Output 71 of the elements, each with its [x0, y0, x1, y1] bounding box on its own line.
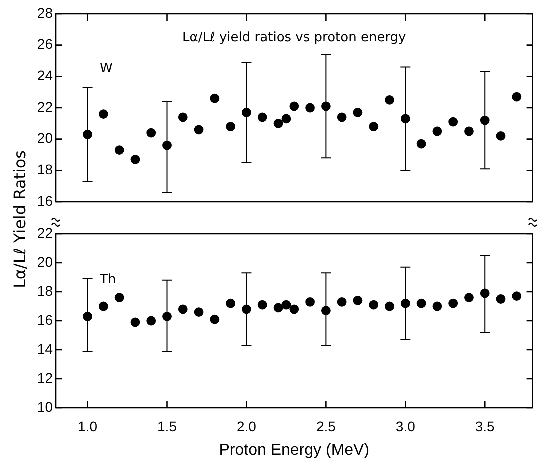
point [337, 112, 347, 122]
point [369, 300, 379, 310]
point [146, 128, 156, 138]
point [114, 293, 124, 302]
x-tick-label: 2.5 [316, 418, 336, 434]
point [290, 102, 300, 112]
point [282, 114, 292, 124]
y-tick-label: 10 [37, 398, 54, 415]
y-tick-label: 28 [37, 4, 54, 21]
point [274, 118, 284, 128]
point [306, 297, 315, 307]
point [210, 314, 220, 324]
point [258, 300, 268, 310]
text: W [100, 61, 113, 76]
x-tick-label: 1.0 [78, 418, 98, 434]
point [226, 298, 236, 308]
point [385, 302, 394, 312]
point [146, 316, 156, 326]
point [512, 292, 522, 302]
point [98, 110, 108, 119]
point [369, 122, 379, 132]
x-tick-label: 3.5 [475, 418, 496, 434]
point [194, 308, 204, 317]
y-tick-label: 18 [37, 162, 54, 178]
point [306, 103, 315, 113]
point [432, 302, 442, 312]
y-tick-label: 16 [37, 312, 54, 328]
point [178, 112, 188, 122]
point [353, 296, 363, 306]
point [464, 293, 474, 302]
point [464, 126, 474, 136]
y-axis-title: Lα/Lℓ Yield Ratios [10, 149, 30, 291]
point [416, 298, 426, 308]
point [290, 304, 300, 314]
point [282, 300, 292, 310]
y-tick-label: 22 [37, 224, 54, 241]
y-tick-label: 12 [37, 370, 54, 386]
point [496, 132, 506, 141]
text: Lα/Lℓ yield ratios vs proton energy [182, 30, 407, 46]
y-tick-label: 20 [37, 130, 54, 146]
x-axis-title: Proton Energy (MeV) [219, 442, 370, 459]
point [130, 155, 140, 164]
point [448, 117, 458, 127]
point [210, 94, 220, 104]
y-tick-label: 22 [37, 98, 54, 115]
point [448, 298, 458, 308]
x-tick-label: 3.0 [396, 418, 416, 434]
series-label: Th [99, 272, 116, 288]
y-tick-label: 26 [37, 36, 54, 52]
y-tick-label: 16 [37, 192, 54, 209]
point [114, 146, 124, 155]
point [178, 304, 188, 314]
point [98, 302, 108, 312]
y-tick-label: 18 [37, 282, 54, 299]
point [512, 92, 522, 102]
point [432, 126, 442, 136]
point [130, 318, 140, 328]
point [258, 112, 268, 122]
y-tick-label: 20 [37, 254, 54, 270]
point [353, 108, 363, 118]
point [416, 139, 426, 149]
point [226, 122, 236, 132]
point [385, 95, 394, 105]
y-tick-label: 24 [37, 68, 54, 84]
x-tick-label: 1.5 [158, 418, 178, 434]
y-tick-label: 14 [37, 340, 54, 357]
point [194, 125, 204, 135]
point [274, 303, 284, 313]
point [337, 297, 347, 307]
point [496, 294, 506, 304]
x-tick-label: 2.0 [236, 418, 257, 434]
